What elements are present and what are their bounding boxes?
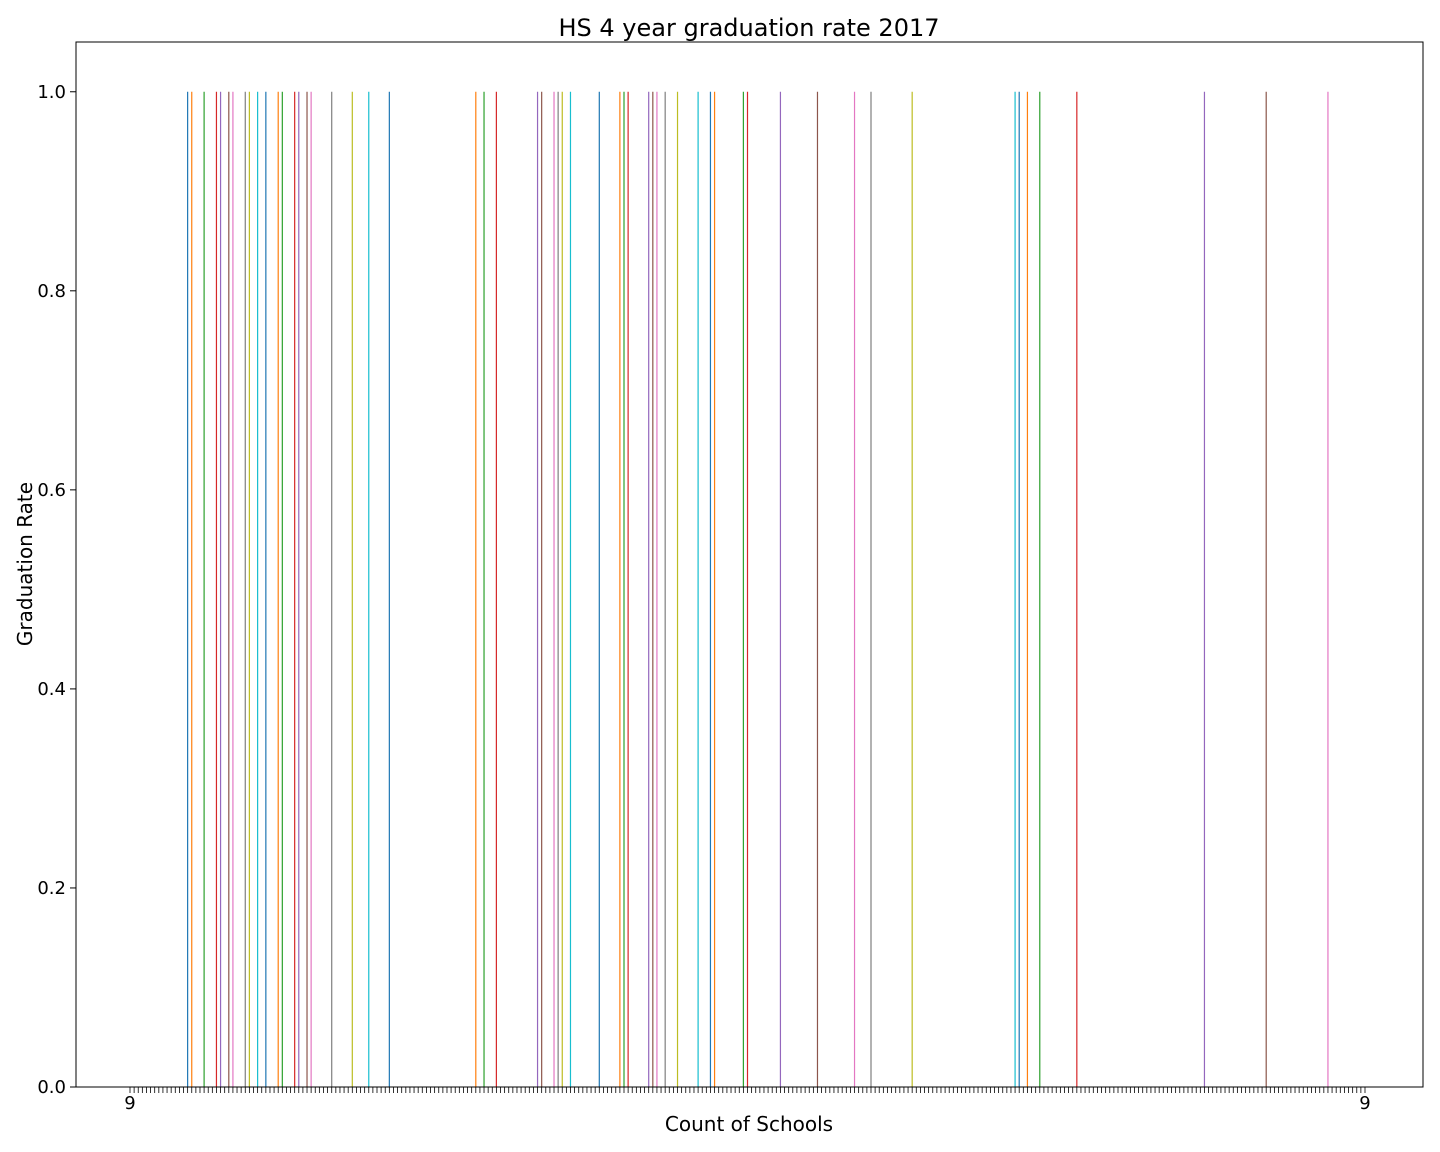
- bar: [1265, 91, 1267, 1087]
- bar: [870, 91, 872, 1087]
- bar: [1026, 91, 1029, 1087]
- bar: [746, 91, 749, 1087]
- y-tick-label: 0.0: [37, 1077, 66, 1098]
- bar: [495, 91, 497, 1087]
- bar: [656, 91, 658, 1087]
- bar: [664, 91, 666, 1087]
- bar: [619, 91, 621, 1087]
- bar: [561, 91, 563, 1087]
- bar: [709, 91, 712, 1087]
- y-tick-label: 0.4: [37, 679, 66, 700]
- y-tick-label: 0.2: [37, 878, 66, 899]
- bar: [298, 91, 300, 1087]
- bar: [1076, 91, 1078, 1087]
- bar: [215, 91, 218, 1087]
- bar: [557, 91, 559, 1087]
- bar: [598, 91, 600, 1087]
- x-tick-label: 9: [1359, 1093, 1370, 1114]
- x-axis-label: Count of Schools: [665, 1112, 833, 1136]
- bar: [331, 91, 333, 1087]
- y-tick-label: 0.6: [37, 480, 66, 501]
- x-tick-label: 9: [124, 1093, 135, 1114]
- bar: [853, 91, 856, 1087]
- chart-title: HS 4 year graduation rate 2017: [559, 14, 940, 42]
- bar: [742, 91, 744, 1087]
- bar: [351, 91, 353, 1087]
- bar: [310, 91, 312, 1087]
- bars-group: [187, 91, 1329, 1087]
- bar: [306, 91, 308, 1087]
- bar: [536, 91, 539, 1087]
- bar: [652, 91, 654, 1087]
- bar: [1039, 91, 1041, 1087]
- bar: [648, 91, 650, 1087]
- bar: [713, 91, 716, 1087]
- bar: [1203, 91, 1206, 1087]
- bar: [219, 91, 222, 1087]
- bar: [191, 91, 193, 1087]
- bar: [541, 91, 543, 1087]
- y-tick-label: 1.0: [37, 82, 66, 103]
- bar: [1018, 91, 1020, 1087]
- bar: [816, 91, 819, 1087]
- y-tick-label: 0.8: [37, 281, 66, 302]
- bar: [553, 91, 555, 1087]
- bar: [248, 91, 250, 1087]
- bar: [911, 91, 913, 1087]
- plot-frame: [75, 41, 1424, 1088]
- y-axis-label: Graduation Rate: [13, 482, 37, 646]
- bar: [388, 91, 390, 1087]
- bar: [779, 91, 782, 1087]
- bar: [265, 91, 267, 1087]
- y-ticks-group: 0.0 0.2 0.4 0.6 0.8 1.0: [37, 82, 76, 1098]
- bar: [232, 91, 234, 1087]
- bar: [368, 91, 370, 1087]
- bar: [203, 91, 205, 1087]
- bar: [1014, 91, 1016, 1087]
- bar: [228, 91, 230, 1087]
- bar: [277, 91, 279, 1087]
- bar: [281, 91, 283, 1087]
- bar: [627, 91, 629, 1087]
- bar: [697, 91, 699, 1087]
- bar: [483, 91, 485, 1087]
- bar: [294, 91, 296, 1087]
- bar: [257, 91, 259, 1087]
- bar: [187, 91, 189, 1087]
- bar: [569, 91, 572, 1087]
- bar: [676, 91, 679, 1087]
- bar: [1327, 91, 1329, 1087]
- bar: [244, 91, 246, 1087]
- bar: [623, 91, 625, 1087]
- bar: [475, 91, 477, 1087]
